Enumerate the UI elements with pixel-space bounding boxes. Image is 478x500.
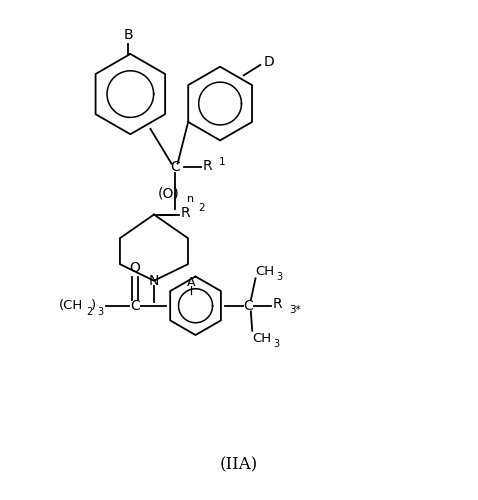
Text: ): ): [91, 299, 96, 312]
Text: N: N: [149, 274, 159, 287]
Text: 2: 2: [198, 204, 205, 214]
Text: CH: CH: [252, 332, 272, 345]
Text: (IIA): (IIA): [220, 456, 258, 473]
Text: C: C: [170, 160, 180, 174]
Text: B: B: [123, 28, 133, 42]
Text: D: D: [264, 55, 274, 69]
Text: C: C: [244, 298, 253, 312]
Text: A: A: [186, 276, 195, 288]
Text: (O): (O): [157, 186, 179, 200]
Text: O: O: [130, 261, 141, 275]
Text: 1: 1: [219, 156, 226, 166]
Text: (CH: (CH: [58, 299, 83, 312]
Text: R: R: [273, 298, 282, 312]
Text: 3: 3: [276, 272, 282, 282]
Text: R: R: [181, 206, 191, 220]
Text: C: C: [130, 298, 140, 312]
Text: 3: 3: [273, 340, 279, 349]
Text: CH: CH: [256, 265, 275, 278]
Text: 2: 2: [86, 307, 92, 317]
Text: 3*: 3*: [290, 304, 301, 314]
Text: n: n: [186, 194, 194, 204]
Text: R: R: [203, 159, 212, 173]
Text: 3: 3: [97, 307, 103, 317]
